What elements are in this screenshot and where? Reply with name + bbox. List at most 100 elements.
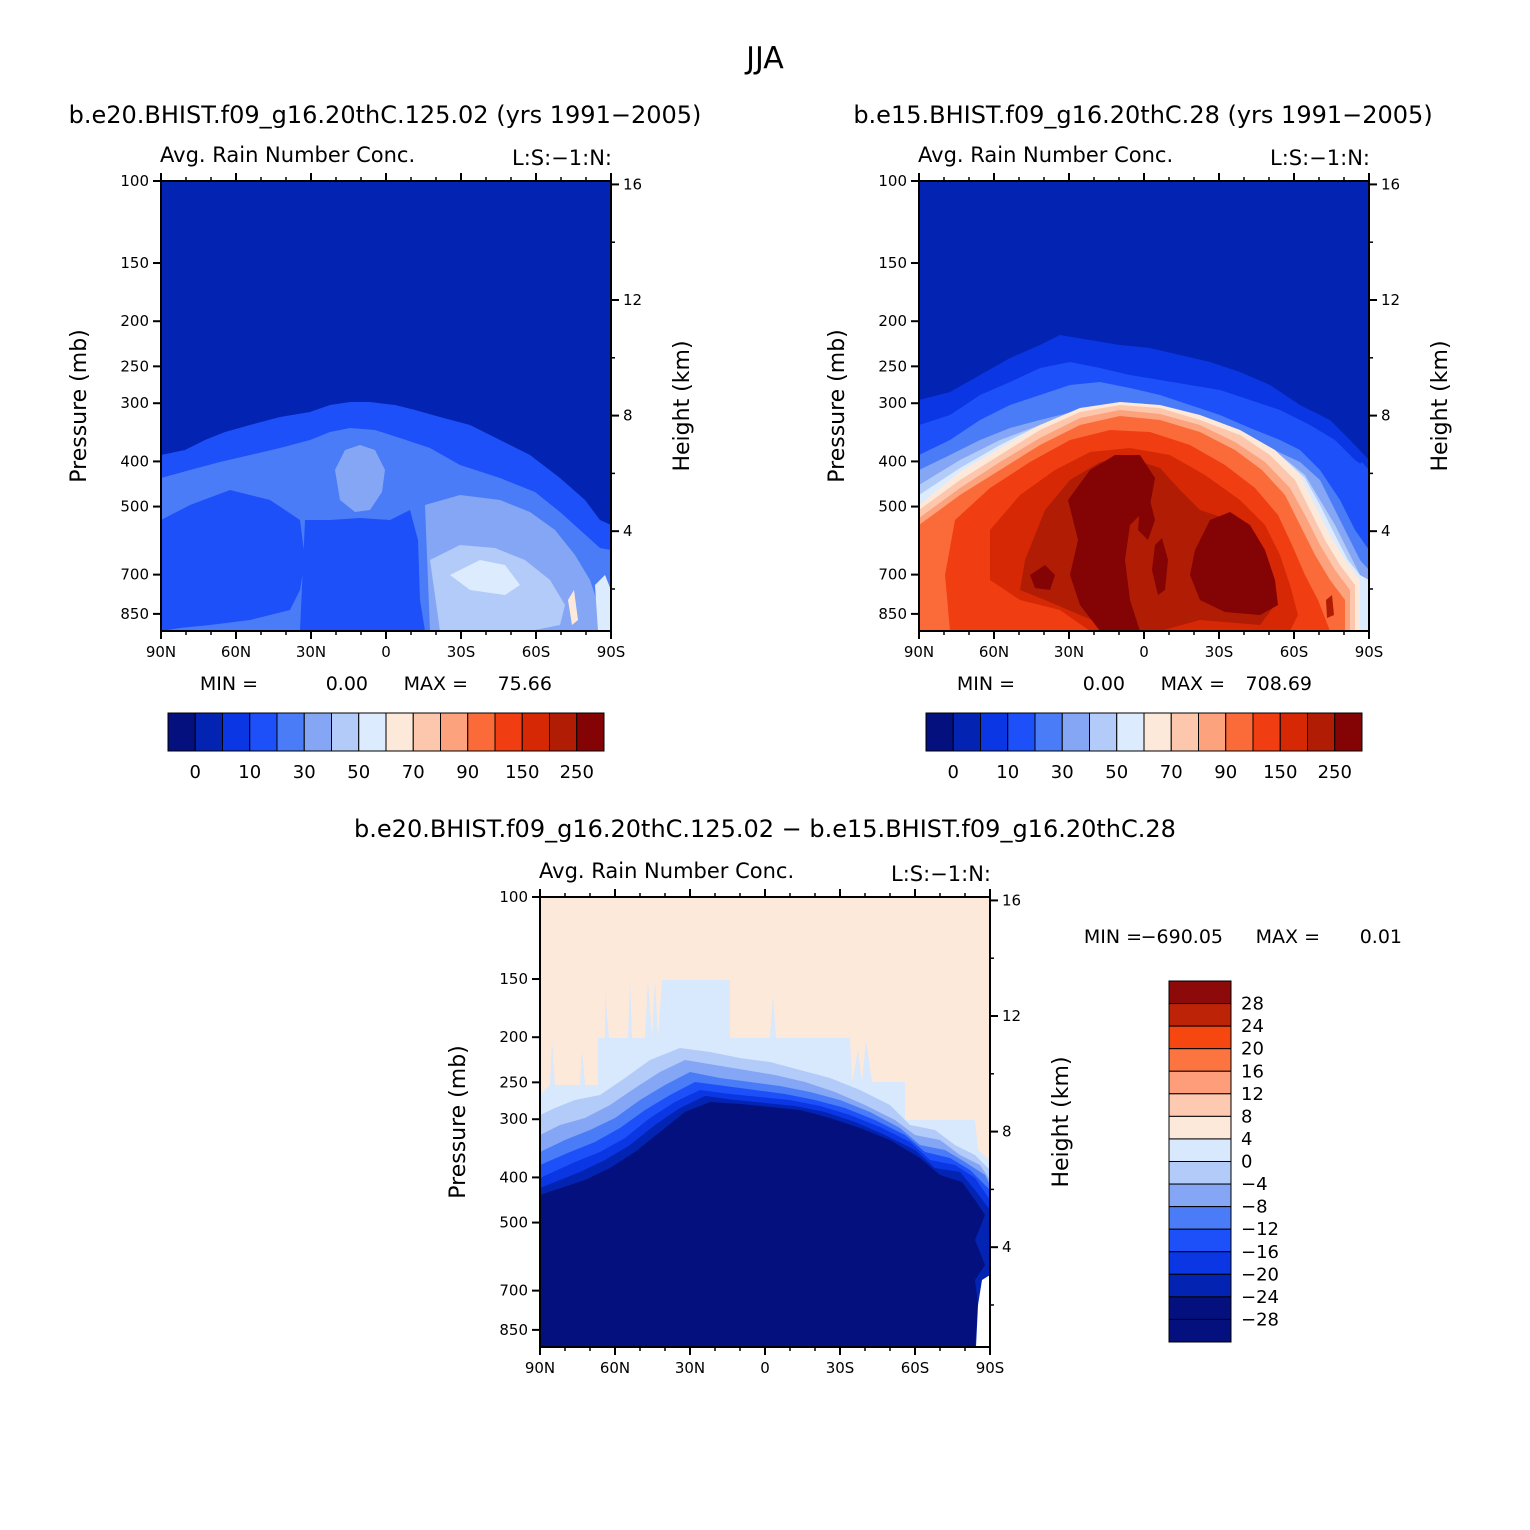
- y-tick-label: 250: [878, 357, 907, 375]
- colorbar-swatch: [980, 712, 1009, 752]
- colorbar-swatch: [194, 712, 223, 752]
- colorbar-swatch: [1170, 712, 1199, 752]
- y-tick-label: 400: [120, 452, 149, 470]
- panel-2-min-value: 0.00: [1083, 673, 1125, 695]
- colorbar-swatch: [222, 712, 251, 752]
- colorbar-label: −20: [1241, 1264, 1279, 1285]
- colorbar-swatch: [1034, 712, 1063, 752]
- colorbar-label: 150: [1263, 762, 1297, 783]
- y-tick-label: 100: [878, 172, 907, 190]
- y-tick-label: 250: [499, 1073, 528, 1091]
- colorbar-swatch: [1143, 712, 1172, 752]
- y-tick-label: 500: [499, 1214, 528, 1232]
- x-tick-label: 30S: [1205, 643, 1234, 661]
- x-tick-label: 90N: [525, 1359, 555, 1377]
- colorbar-swatch: [925, 712, 954, 752]
- colorbar-swatch: [1168, 1115, 1232, 1140]
- x-tick-label: 90N: [904, 643, 934, 661]
- colorbar-swatch: [358, 712, 387, 752]
- colorbar-label: −28: [1241, 1309, 1279, 1330]
- x-tick-label: 60N: [979, 643, 1009, 661]
- colorbar-swatch: [1168, 1048, 1232, 1072]
- x-tick-label: 90S: [597, 643, 626, 661]
- colorbar-swatch: [1168, 1206, 1232, 1230]
- panel-1-field: [161, 181, 611, 631]
- colorbar-swatch: [1168, 1003, 1232, 1027]
- colorbar-label: 20: [1241, 1039, 1264, 1060]
- colorbar-swatch: [1198, 712, 1227, 752]
- panel-2-colorbar: 0 10 30 50 70 90 150 250: [925, 712, 1363, 783]
- panel-2-min-label: MIN =: [957, 673, 1015, 695]
- panel-3: b.e20.BHIST.f09_g16.20thC.125.02 − b.e15…: [354, 815, 1402, 1377]
- y-tick-label: 200: [120, 312, 149, 330]
- colorbar-swatch: [467, 712, 496, 752]
- colorbar-swatch: [1168, 1093, 1232, 1117]
- y2-tick-label: 8: [1381, 407, 1391, 425]
- y-tick-label: 150: [120, 254, 149, 272]
- colorbar-swatch: [494, 712, 523, 752]
- x-tick-label: 30N: [1054, 643, 1084, 661]
- panel-2-case-title: b.e15.BHIST.f09_g16.20thC.28 (yrs 1991−2…: [853, 101, 1432, 129]
- panel-1-max-value: 75.66: [498, 673, 552, 695]
- y-axis-label: Pressure (mb): [67, 329, 92, 483]
- y2-tick-label: 16: [1381, 175, 1400, 193]
- colorbar-label: 250: [1318, 762, 1352, 783]
- y2-tick-label: 4: [1381, 522, 1391, 540]
- x-tick-label: 60S: [1280, 643, 1309, 661]
- panel-1-axes: 90N 60N 30N 0 30S 60S 90S 100 150 200 250 300 400 500…: [67, 172, 695, 661]
- y2-tick-label: 16: [1002, 891, 1021, 909]
- colorbar-swatch: [385, 712, 414, 752]
- colorbar-label: 30: [1051, 762, 1074, 783]
- colorbar-swatch: [440, 712, 469, 752]
- x-tick-label: 60S: [901, 1359, 930, 1377]
- y-tick-label: 200: [499, 1028, 528, 1046]
- panel-3-title: Avg. Rain Number Conc.: [539, 859, 794, 883]
- colorbar-swatch: [1168, 980, 1232, 1005]
- figure-title: JJA: [744, 41, 784, 76]
- panel-1-title: Avg. Rain Number Conc.: [160, 143, 415, 167]
- colorbar-swatch: [1116, 712, 1145, 752]
- panel-1: b.e20.BHIST.f09_g16.20thC.125.02 (yrs 19…: [67, 101, 701, 783]
- panel-1-max-label: MAX =: [404, 673, 468, 695]
- y-tick-label: 850: [120, 605, 149, 623]
- colorbar-label: 150: [505, 762, 539, 783]
- x-tick-label: 30S: [826, 1359, 855, 1377]
- panel-3-subtitle: L:S:−1:N:: [891, 862, 991, 886]
- colorbar-swatch: [952, 712, 981, 752]
- x-tick-label: 90S: [1355, 643, 1384, 661]
- panel-3-min-value: −690.05: [1141, 926, 1223, 948]
- y-tick-label: 850: [499, 1321, 528, 1339]
- colorbar-swatch: [576, 712, 605, 752]
- panel-2-max-value: 708.69: [1246, 673, 1312, 695]
- panel-2: b.e15.BHIST.f09_g16.20thC.28 (yrs 1991−2…: [825, 101, 1453, 783]
- colorbar-label: 90: [1214, 762, 1237, 783]
- y-tick-label: 300: [878, 394, 907, 412]
- x-tick-label: 60N: [600, 1359, 630, 1377]
- panel-3-field: [540, 897, 990, 1347]
- colorbar-label: 50: [347, 762, 370, 783]
- colorbar-swatch: [1168, 1161, 1232, 1185]
- colorbar-swatch: [1252, 712, 1281, 752]
- y2-tick-label: 4: [623, 522, 633, 540]
- y-tick-label: 150: [499, 970, 528, 988]
- colorbar-label: 16: [1241, 1061, 1264, 1082]
- colorbar-label: 30: [293, 762, 316, 783]
- y-axis-label: Pressure (mb): [446, 1045, 471, 1199]
- y-tick-label: 300: [120, 394, 149, 412]
- colorbar-swatch: [1225, 712, 1254, 752]
- y-tick-label: 400: [878, 452, 907, 470]
- colorbar-swatch: [303, 712, 332, 752]
- y-tick-label: 150: [878, 254, 907, 272]
- y-tick-label: 700: [499, 1282, 528, 1300]
- colorbar-label: −4: [1241, 1174, 1268, 1195]
- y-tick-label: 250: [120, 357, 149, 375]
- y2-tick-label: 12: [1002, 1007, 1021, 1025]
- colorbar-label: 0: [948, 762, 959, 783]
- panel-2-max-label: MAX =: [1161, 673, 1225, 695]
- colorbar-swatch: [1168, 1318, 1232, 1343]
- colorbar-label: −12: [1241, 1219, 1279, 1240]
- x-tick-label: 0: [1139, 643, 1149, 661]
- colorbar-swatch: [1307, 712, 1336, 752]
